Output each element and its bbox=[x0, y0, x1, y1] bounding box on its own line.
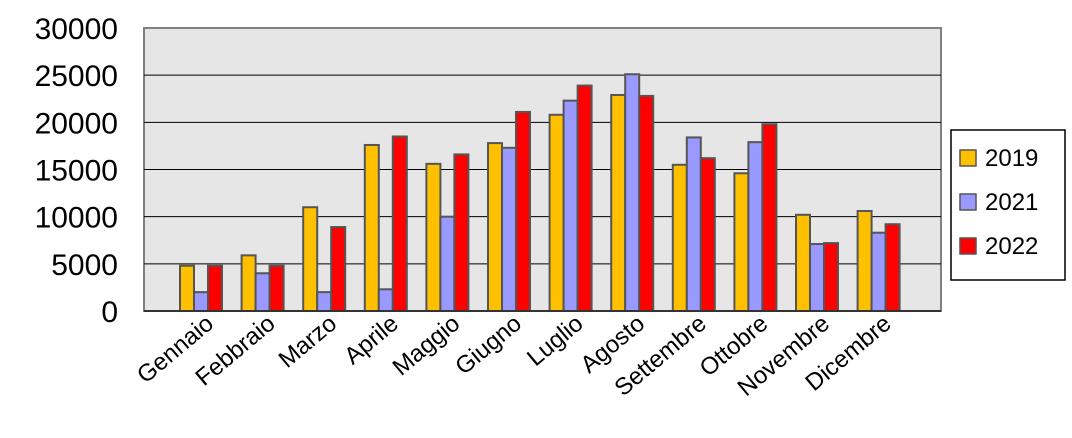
bar-2022-gennaio bbox=[207, 264, 223, 312]
legend-items: 2019 2021 2022 bbox=[959, 145, 1038, 260]
bar-2021-maggio bbox=[439, 215, 456, 313]
bar-2021-febbraio bbox=[254, 272, 271, 312]
bar-2021-giugno bbox=[501, 146, 517, 312]
x-tick-label: Marzo bbox=[274, 310, 342, 374]
bar-2021-agosto bbox=[624, 73, 641, 313]
y-axis-ticks: 0 5000 10000 15000 20000 25000 30000 bbox=[35, 13, 118, 329]
legend-label: 2022 bbox=[985, 233, 1038, 260]
legend-swatch bbox=[959, 193, 977, 211]
bar-2021-dicembre bbox=[870, 231, 887, 313]
bar-2019-marzo bbox=[302, 206, 319, 313]
x-tick-label: Giugno bbox=[450, 310, 527, 380]
bar-2021-settembre bbox=[685, 136, 702, 312]
bar-2019-novembre bbox=[795, 213, 811, 312]
y-tick-label: 15000 bbox=[35, 155, 118, 188]
bar-2022-novembre bbox=[823, 242, 839, 312]
y-tick-label: 5000 bbox=[51, 249, 118, 282]
bar-2019-dicembre bbox=[856, 210, 873, 312]
bar-2019-luglio bbox=[548, 113, 565, 312]
legend-label: 2019 bbox=[985, 145, 1038, 172]
bar-2019-maggio bbox=[425, 162, 442, 312]
bar-2022-marzo bbox=[330, 226, 347, 312]
bar-2022-agosto bbox=[638, 94, 655, 312]
legend-label: 2021 bbox=[985, 189, 1038, 216]
bar-2022-aprile bbox=[391, 135, 408, 312]
bar-2022-maggio bbox=[453, 153, 470, 312]
bar-2022-settembre bbox=[699, 157, 716, 312]
bar-2019-gennaio bbox=[179, 264, 195, 312]
bar-2019-giugno bbox=[487, 142, 503, 312]
x-axis-ticks: GennaioFebbraioMarzoAprileMaggioGiugnoLu… bbox=[132, 310, 896, 402]
legend-swatch bbox=[959, 237, 977, 255]
x-tick-label: Maggio bbox=[388, 310, 466, 381]
bar-2022-ottobre bbox=[761, 123, 778, 312]
bar-2021-aprile bbox=[377, 288, 394, 313]
bar-2019-settembre bbox=[671, 163, 688, 312]
bar-2019-aprile bbox=[363, 143, 380, 312]
bar-2022-giugno bbox=[515, 110, 531, 312]
bar-2022-dicembre bbox=[884, 223, 901, 312]
bar-2021-gennaio bbox=[193, 291, 209, 312]
legend: 2019 2021 2022 bbox=[950, 129, 1066, 281]
bars bbox=[179, 73, 901, 313]
legend-swatch bbox=[959, 149, 977, 167]
bar-2019-febbraio bbox=[240, 254, 257, 313]
bar-2021-luglio bbox=[562, 99, 579, 312]
bar-2021-marzo bbox=[316, 291, 333, 312]
y-tick-label: 25000 bbox=[35, 60, 118, 93]
y-tick-label: 10000 bbox=[35, 202, 118, 235]
bar-2019-ottobre bbox=[733, 172, 750, 312]
y-tick-label: 0 bbox=[101, 296, 118, 329]
y-tick-label: 20000 bbox=[35, 107, 118, 140]
bar-2021-novembre bbox=[809, 243, 825, 312]
bar-2021-ottobre bbox=[747, 141, 764, 312]
bar-2022-luglio bbox=[576, 84, 593, 312]
y-tick-label: 30000 bbox=[35, 13, 118, 46]
bar-2019-agosto bbox=[610, 93, 627, 312]
bar-2022-febbraio bbox=[268, 264, 285, 312]
